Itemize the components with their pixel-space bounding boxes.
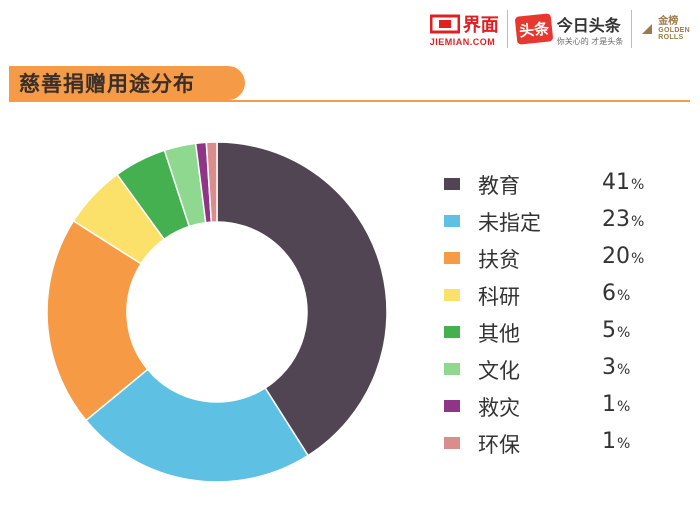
legend-label: 科研 [478, 285, 520, 309]
legend-swatch [444, 363, 460, 375]
jiemian-name: 界面 [462, 15, 499, 36]
golden-rolls-mark-icon [642, 24, 653, 34]
legend-label: 环保 [478, 433, 520, 457]
logo-divider [631, 10, 633, 48]
legend-label: 教育 [478, 174, 520, 198]
toutiao-slogan: 你关心的 才是头条 [556, 36, 624, 46]
legend-label: 未指定 [478, 211, 541, 235]
legend-value: 1% [602, 392, 630, 417]
legend-swatch [444, 215, 460, 227]
legend-value-number: 3 [602, 355, 616, 380]
legend-swatch [444, 178, 460, 190]
legend-label: 文化 [478, 359, 520, 383]
legend-value: 20% [602, 244, 644, 269]
legend-value-number: 41 [602, 170, 630, 195]
legend-value-unit: % [631, 214, 645, 230]
legend-item: 科研 6% [444, 279, 674, 316]
legend-value: 23% [602, 207, 644, 232]
legend-item: 扶贫 20% [444, 242, 674, 279]
toutiao-name: 今日头条 [556, 15, 621, 35]
legend-item: 文化 3% [444, 353, 674, 390]
donut-slice-教育 [216, 141, 388, 457]
chart-legend: 教育 41% 未指定 23% 扶贫 20% 科研 6% 其他 5% 文化 3% 救灾 1% 环保 1% [444, 168, 674, 464]
legend-value-number: 23 [602, 207, 630, 232]
legend-value-number: 1 [602, 429, 616, 454]
golden-en-2: ROLLS [658, 34, 684, 41]
legend-value: 6% [602, 281, 630, 306]
legend-value-number: 5 [602, 318, 616, 343]
legend-value-unit: % [631, 251, 645, 267]
toutiao-logo[interactable]: 头条 今日头条 你关心的 才是头条 [514, 8, 624, 50]
donut-slice-环保 [205, 141, 218, 223]
legend-value: 1% [602, 429, 630, 454]
donut-slice-扶贫 [46, 219, 149, 422]
golden-cn: 金榜 [658, 16, 679, 27]
legend-item: 环保 1% [444, 427, 674, 464]
legend-value-unit: % [617, 436, 631, 452]
legend-value-number: 1 [602, 392, 616, 417]
title-underline [9, 100, 690, 102]
logo-divider [506, 10, 508, 48]
legend-value: 3% [602, 355, 630, 380]
legend-item: 救灾 1% [444, 390, 674, 427]
legend-label: 扶贫 [478, 248, 520, 272]
legend-swatch [444, 437, 460, 449]
legend-value-unit: % [617, 362, 631, 378]
legend-value-number: 20 [602, 244, 630, 269]
legend-value-unit: % [631, 177, 645, 193]
legend-swatch [444, 400, 460, 412]
legend-swatch [444, 289, 460, 301]
legend-swatch [444, 326, 460, 338]
legend-value: 5% [602, 318, 630, 343]
legend-item: 未指定 23% [444, 205, 674, 242]
legend-label: 其他 [478, 322, 520, 346]
legend-value: 41% [602, 170, 644, 195]
legend-swatch [444, 252, 460, 264]
legend-value-unit: % [617, 288, 631, 304]
golden-rolls-logo[interactable]: 金榜 GOLDEN ROLLS [640, 8, 690, 50]
header-logos: 界面 JIEMIAN.COM 头条 今日头条 你关心的 才是头条 金榜 GOLD… [429, 8, 690, 50]
legend-item: 教育 41% [444, 168, 674, 205]
legend-value-unit: % [617, 399, 631, 415]
golden-en-1: GOLDEN [658, 27, 690, 34]
jiemian-domain: JIEMIAN.COM [429, 37, 496, 47]
donut-slice-未指定 [84, 368, 310, 483]
legend-label: 救灾 [478, 396, 520, 420]
jiemian-mark-icon [429, 14, 460, 34]
legend-value-unit: % [617, 325, 631, 341]
legend-value-number: 6 [602, 281, 616, 306]
title-banner: 慈善捐赠用途分布 [9, 66, 245, 100]
chart-title: 慈善捐赠用途分布 [19, 72, 195, 96]
legend-item: 其他 5% [444, 316, 674, 353]
jiemian-logo[interactable]: 界面 JIEMIAN.COM [429, 8, 499, 50]
